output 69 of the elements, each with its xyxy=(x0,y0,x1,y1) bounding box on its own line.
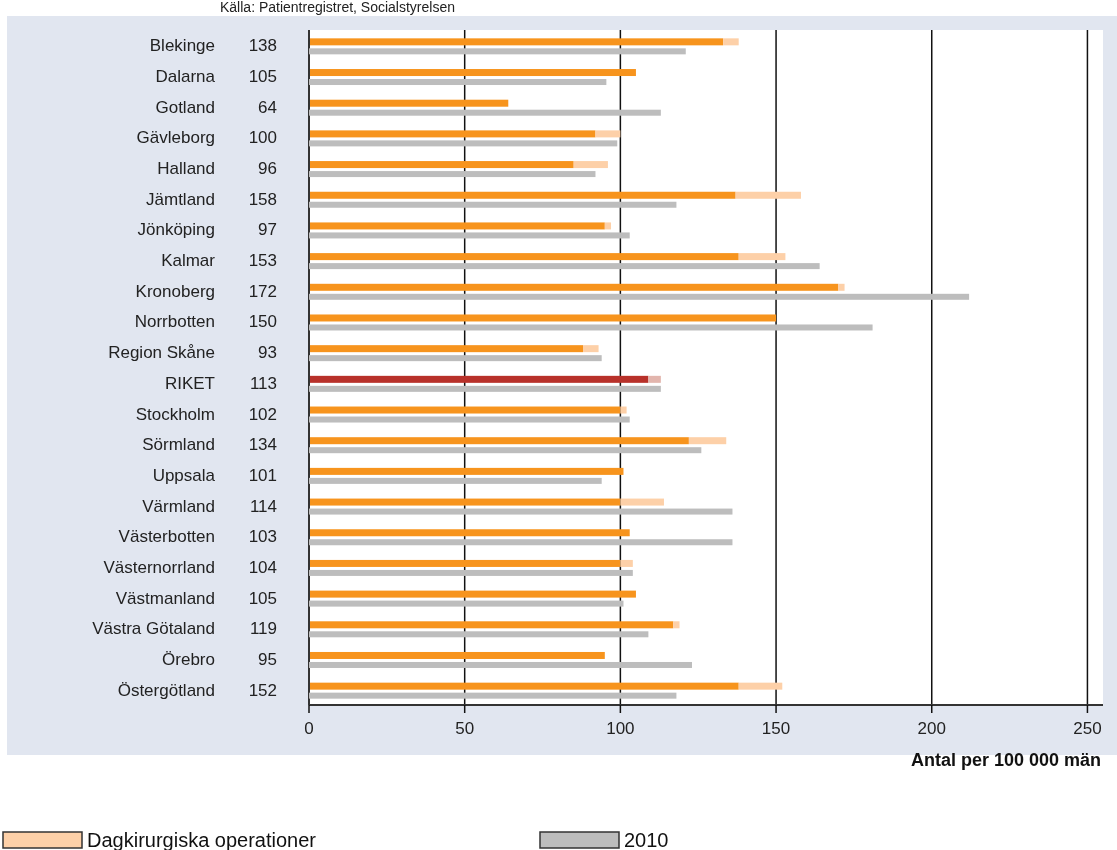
bar xyxy=(648,375,661,383)
y-tick-label: Region Skåne xyxy=(108,343,215,363)
total-label: 93 xyxy=(258,343,277,363)
bar xyxy=(620,498,664,506)
y-tick-label: Örebro xyxy=(162,649,215,669)
legend-label: 2010 xyxy=(624,829,669,850)
y-tick-label: Kalmar xyxy=(161,251,216,271)
total-label: 100 xyxy=(248,128,277,148)
bar xyxy=(738,682,783,690)
bar xyxy=(595,130,621,138)
y-tick-label: Västra Götaland xyxy=(92,619,215,639)
bar xyxy=(604,222,612,230)
x-tick-label: 50 xyxy=(455,719,475,738)
bar xyxy=(673,621,680,629)
total-label: 105 xyxy=(248,588,277,608)
total-label: 158 xyxy=(248,189,277,209)
y-tick-label: Halland xyxy=(157,159,215,179)
y-tick-label: Östergötland xyxy=(117,680,215,700)
total-label: 172 xyxy=(248,281,277,301)
x-tick-label: 100 xyxy=(606,719,635,738)
total-label: 102 xyxy=(248,404,277,424)
bar xyxy=(738,253,786,261)
x-tick-label: 150 xyxy=(761,719,791,738)
total-label: 119 xyxy=(249,619,277,639)
y-tick-label: Gotland xyxy=(155,97,215,117)
y-tick-label: Kronoberg xyxy=(135,281,215,301)
total-label: 153 xyxy=(248,251,277,271)
x-tick-label: 250 xyxy=(1073,719,1102,738)
total-label: 105 xyxy=(248,67,277,87)
y-tick-label: Gävleborg xyxy=(136,128,215,148)
text: Källa: Patientregistret, Socialstyrelsen xyxy=(220,0,455,15)
y-tick-label: RIKET xyxy=(164,373,215,393)
total-label: 64 xyxy=(258,97,277,117)
y-tick-label: Västernorrland xyxy=(103,557,215,577)
y-tick-label: Norrbotten xyxy=(134,312,215,332)
bar xyxy=(620,406,627,414)
y-tick-label: Västerbotten xyxy=(118,527,215,547)
bar xyxy=(583,345,599,353)
y-tick-label: Dalarna xyxy=(155,67,216,87)
total-label: 150 xyxy=(248,312,277,332)
y-tick-label: Stockholm xyxy=(135,404,215,424)
bar xyxy=(688,437,727,445)
y-tick-label: Sörmland xyxy=(142,435,215,455)
x-tick-label: 0 xyxy=(304,719,314,738)
bar xyxy=(620,559,633,567)
bar xyxy=(723,38,739,46)
total-label: 152 xyxy=(248,680,277,700)
bar xyxy=(309,651,605,659)
y-tick-label: Jönköping xyxy=(137,220,215,240)
total-label: 134 xyxy=(248,435,277,455)
total-label: 97 xyxy=(258,220,277,240)
y-tick-label: Värmland xyxy=(142,496,215,516)
total-label: 95 xyxy=(258,649,277,669)
total-label: 101 xyxy=(248,465,277,485)
x-tick-label: 200 xyxy=(917,719,946,738)
y-tick-label: Jämtland xyxy=(146,189,215,209)
x-axis-title: Antal per 100 000 män xyxy=(910,750,1101,770)
bar xyxy=(735,191,801,199)
bar xyxy=(573,161,608,169)
total-label: 138 xyxy=(248,36,277,56)
total-label: 113 xyxy=(249,373,277,393)
total-label: 103 xyxy=(248,527,277,547)
y-tick-label: Västmanland xyxy=(115,588,215,608)
total-label: 96 xyxy=(258,159,277,179)
total-label: 104 xyxy=(248,557,277,577)
y-tick-label: Blekinge xyxy=(149,36,215,56)
total-label: 114 xyxy=(249,496,277,516)
bar xyxy=(838,283,845,291)
y-tick-label: Uppsala xyxy=(152,465,216,485)
